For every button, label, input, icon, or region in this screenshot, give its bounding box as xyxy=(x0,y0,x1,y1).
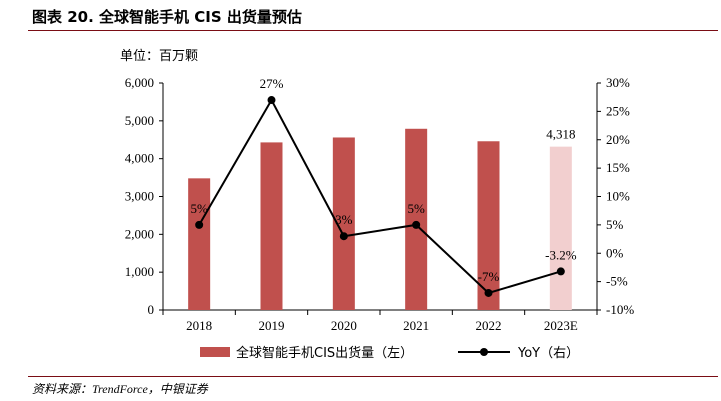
right-tick-label: -10% xyxy=(606,302,634,317)
x-tick-label: 2018 xyxy=(186,318,212,333)
legend-line-label: YoY（右） xyxy=(517,346,579,361)
bar-2023E xyxy=(549,146,572,310)
x-tick-label: 2022 xyxy=(476,318,502,333)
right-tick-label: -5% xyxy=(606,274,628,289)
left-tick-label: 3,000 xyxy=(125,189,154,204)
data-labels: 4,318 5% 27% 3% 5% -7% -3.2% xyxy=(190,76,576,284)
yoy-point-2018 xyxy=(195,220,204,229)
yoy-line xyxy=(198,97,562,295)
bar-2021 xyxy=(405,128,428,310)
bar-2019 xyxy=(260,142,283,310)
figure-title: 图表 20. 全球智能手机 CIS 出货量预估 xyxy=(32,8,302,26)
left-tick-label: 2,000 xyxy=(125,226,154,241)
left-tick-label: 6,000 xyxy=(125,75,154,90)
legend: 全球智能手机CIS出货量（左） YoY（右） xyxy=(200,345,579,361)
bar-2018 xyxy=(188,178,211,310)
left-tick-label: 1,000 xyxy=(125,264,154,279)
bar-2022 xyxy=(477,141,500,310)
x-tick-label: 2023E xyxy=(544,318,578,333)
right-tick-label: 10% xyxy=(606,189,630,204)
left-tick-label: 5,000 xyxy=(125,113,154,128)
title-divider xyxy=(28,30,718,31)
bar-value-label: 4,318 xyxy=(546,127,575,142)
right-tick-label: 25% xyxy=(606,103,630,118)
right-tick-label: 0% xyxy=(606,245,624,260)
source-divider xyxy=(28,376,718,377)
bar-series xyxy=(188,128,572,310)
yoy-point-2021 xyxy=(412,220,421,229)
source-note: 资料来源：TrendForce，中银证券 xyxy=(32,382,208,396)
yoy-point-2023E xyxy=(556,267,565,276)
unit-label: 单位：百万颗 xyxy=(120,49,198,64)
legend-bar-label: 全球智能手机CIS出货量（左） xyxy=(236,345,413,361)
left-tick-label: 0 xyxy=(148,302,155,317)
legend-bar-swatch xyxy=(200,347,230,357)
yoy-value-label: -7% xyxy=(478,269,500,284)
x-tick-label: 2021 xyxy=(403,318,429,333)
bar-2020 xyxy=(332,137,355,310)
line-series xyxy=(195,96,565,297)
yoy-point-2020 xyxy=(339,232,348,241)
x-tick-label: 2020 xyxy=(331,318,357,333)
yoy-point-2022 xyxy=(484,288,493,297)
yoy-value-label: 5% xyxy=(407,201,425,216)
yoy-value-label: 5% xyxy=(190,201,208,216)
right-tick-label: 20% xyxy=(606,132,630,147)
x-tick-label: 2019 xyxy=(259,318,285,333)
right-tick-label: 5% xyxy=(606,217,624,232)
left-tick-label: 4,000 xyxy=(125,151,154,166)
yoy-point-2019 xyxy=(267,96,276,105)
yoy-value-label: 3% xyxy=(335,212,353,227)
axes: 0 1,000 2,000 3,000 4,000 5,000 6,000 -10% -5% 0%… xyxy=(125,75,635,333)
yoy-value-label: -3.2% xyxy=(545,247,577,262)
legend-line-marker xyxy=(480,348,488,356)
right-tick-label: 15% xyxy=(606,160,630,175)
right-tick-label: 30% xyxy=(606,75,630,90)
yoy-value-label: 27% xyxy=(260,76,284,91)
